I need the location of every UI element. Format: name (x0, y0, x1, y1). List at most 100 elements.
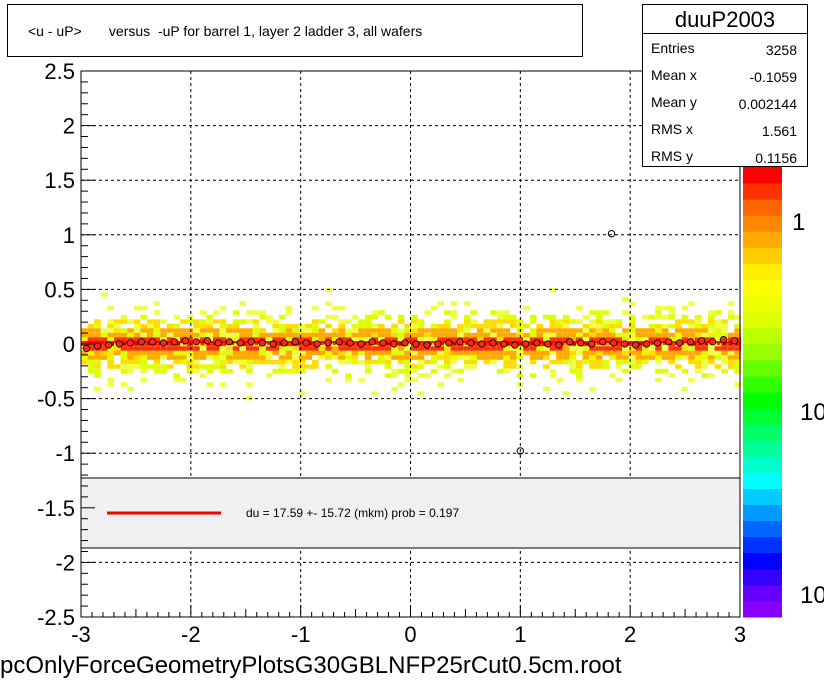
color-scale-segment (743, 247, 782, 264)
heatmap-cell (133, 355, 141, 360)
heatmap-cell (279, 355, 286, 360)
heatmap-cell (655, 350, 662, 356)
heatmap-cell (213, 332, 220, 338)
heatmap-cell (543, 355, 550, 360)
heatmap-cell (364, 346, 372, 351)
heatmap-cell (648, 337, 656, 342)
heatmap-cell (404, 337, 411, 342)
heatmap-cell (635, 346, 642, 351)
heatmap-cell (503, 332, 510, 338)
heatmap-cell (430, 323, 438, 329)
heatmap-cell (391, 337, 398, 342)
heatmap-cell (483, 328, 491, 333)
heatmap-cell (338, 328, 345, 333)
heatmap-cell (206, 364, 213, 369)
heatmap-cell (252, 355, 260, 360)
heatmap-cell (536, 332, 543, 338)
heatmap-cell (279, 337, 286, 342)
heatmap-cell (721, 332, 728, 338)
heatmap-cell (351, 323, 359, 329)
heatmap-cell (562, 346, 570, 351)
heatmap-cell (331, 355, 339, 360)
heatmap-cell (668, 332, 675, 338)
heatmap-cell (655, 368, 662, 374)
heatmap-cell (675, 328, 682, 333)
heatmap-cell (714, 323, 722, 329)
heatmap-cell (450, 350, 458, 356)
heatmap-cell (338, 346, 345, 351)
heatmap-cell (226, 350, 233, 356)
heatmap-cell (325, 346, 332, 351)
heatmap-cell (351, 337, 359, 342)
heatmap-cell (279, 368, 286, 374)
heatmap-cell (708, 350, 715, 356)
heatmap-cell (133, 319, 141, 324)
heatmap-cell (411, 346, 418, 351)
heatmap-cell (160, 355, 167, 360)
heatmap-cell (206, 350, 213, 356)
heatmap-cell (681, 386, 689, 392)
heatmap-cell (582, 332, 590, 338)
heatmap-cell (450, 301, 458, 306)
heatmap-cell (226, 368, 233, 374)
profile-point (708, 338, 717, 346)
heatmap-cell (595, 346, 603, 351)
heatmap-cell (364, 332, 372, 338)
heatmap-cell (615, 319, 623, 324)
heatmap-cell (562, 391, 570, 396)
heatmap-cell (714, 350, 722, 356)
heatmap-cell (404, 328, 411, 333)
heatmap-cell (602, 337, 609, 342)
heatmap-cell (576, 337, 583, 342)
heatmap-cell (279, 359, 286, 365)
heatmap-cell (562, 314, 570, 320)
heatmap-cell (628, 332, 636, 338)
heatmap-cell (127, 346, 134, 351)
heatmap-cell (562, 319, 570, 324)
heatmap-cell (100, 350, 108, 356)
heatmap-cell (602, 346, 609, 351)
heatmap-cell (721, 346, 728, 351)
heatmap-cell (681, 328, 689, 333)
heatmap-cell (417, 364, 425, 369)
heatmap-cell (173, 359, 180, 365)
heatmap-cell (549, 368, 557, 374)
heatmap-cell (615, 323, 623, 329)
heatmap-cell (246, 359, 253, 365)
heatmap-cell (325, 287, 332, 293)
y-tick-label: -2.5 (37, 605, 75, 630)
heatmap-cell (166, 332, 174, 338)
y-tick-label: -1 (55, 441, 75, 466)
heatmap-cell (411, 332, 418, 338)
heatmap-cell (661, 332, 669, 338)
heatmap-cell (411, 328, 418, 333)
x-tick-label: 0 (404, 622, 416, 647)
profile-point (653, 339, 662, 347)
heatmap-cell (186, 355, 194, 360)
heatmap-cell (648, 314, 656, 320)
heatmap-cell (490, 346, 497, 351)
heatmap-cell (536, 323, 543, 329)
heatmap-cell (688, 319, 695, 324)
heatmap-cell (173, 332, 180, 338)
heatmap-cell (358, 323, 365, 329)
heatmap-cell (411, 377, 418, 383)
heatmap-cell (714, 346, 722, 351)
profile-point (555, 341, 563, 349)
heatmap-cell (477, 323, 484, 329)
heatmap-cell (622, 350, 629, 356)
profile-point (269, 340, 277, 348)
heatmap-cell (463, 314, 471, 320)
heatmap-cell (483, 355, 491, 360)
heatmap-cell (364, 350, 372, 356)
heatmap-cell (351, 314, 359, 320)
heatmap-cell (285, 332, 293, 338)
heatmap-cell (602, 359, 609, 365)
heatmap-cell (384, 346, 392, 351)
heatmap-cell (661, 355, 669, 360)
heatmap-cell (259, 310, 266, 315)
color-scale-segment (743, 600, 782, 618)
heatmap-cell (582, 337, 590, 342)
heatmap-cell (516, 355, 524, 360)
